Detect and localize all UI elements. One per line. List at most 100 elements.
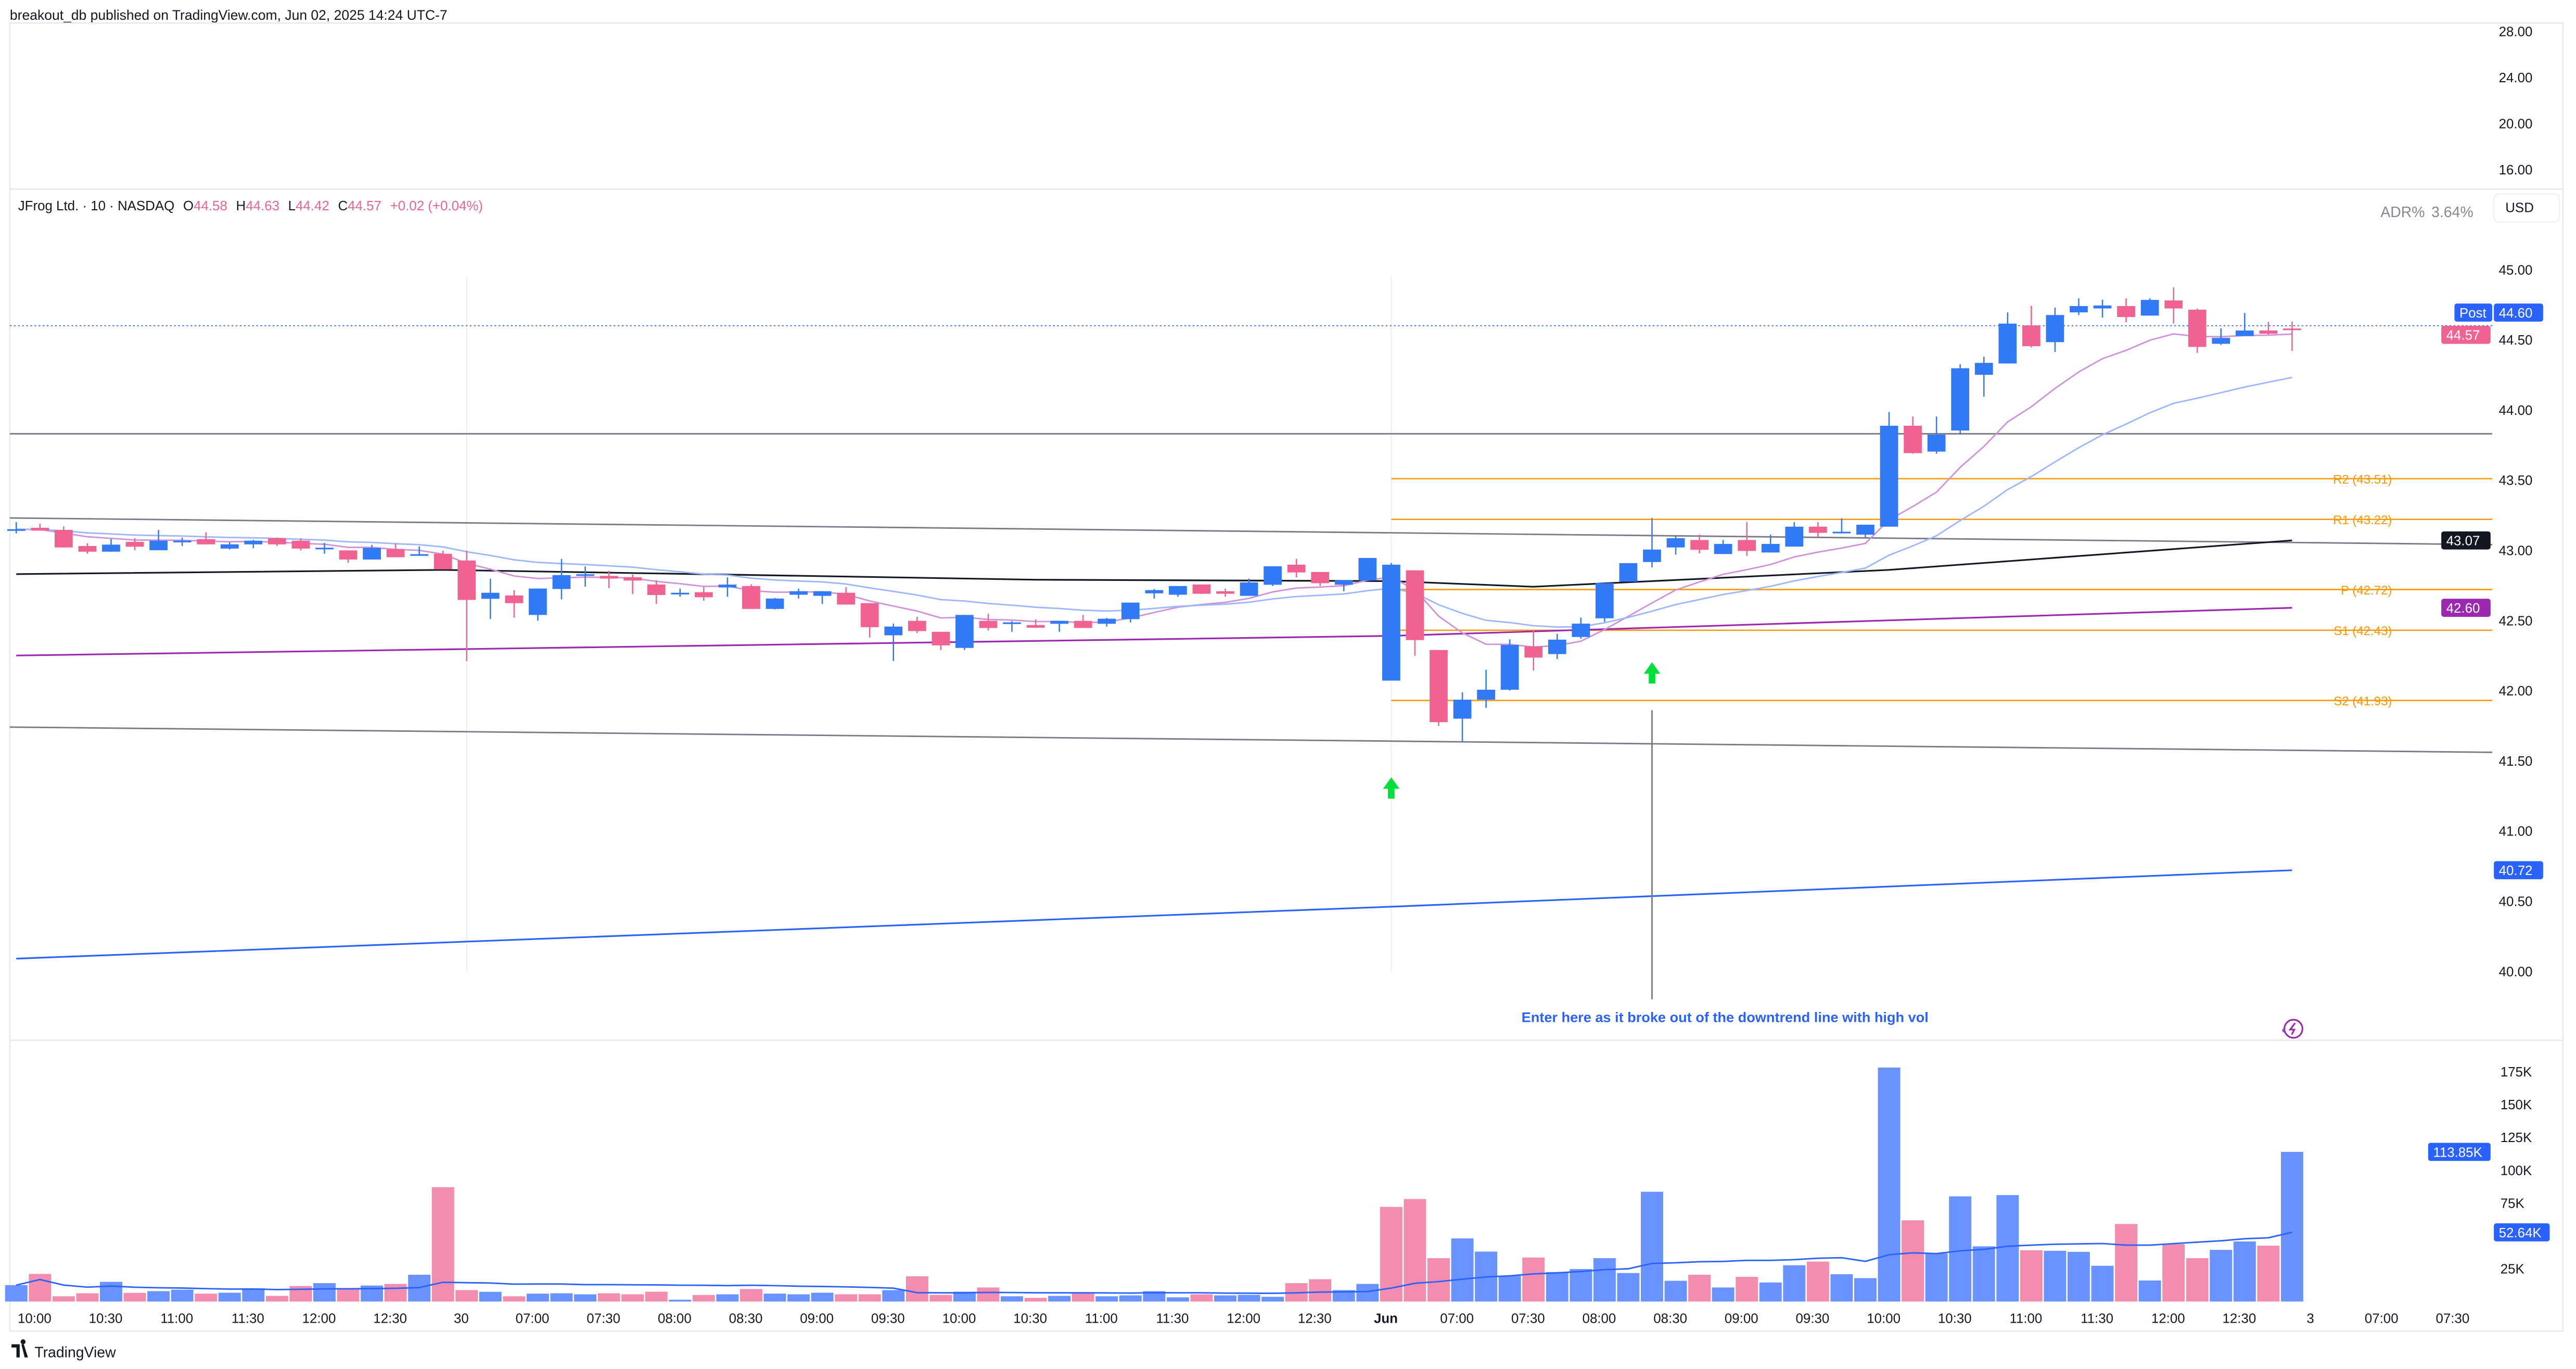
ma-price-blue: 40.72 [2494, 861, 2543, 880]
time-axis-label: 07:00 [2365, 1311, 2399, 1326]
candle [386, 543, 405, 557]
last-price: 44.57 [2441, 325, 2491, 344]
close-label: C [338, 199, 348, 213]
ohlc-legend[interactable]: JFrog Ltd. · 10 · NASDAQ O44.58 H44.63 L… [18, 199, 483, 213]
candle [31, 523, 49, 531]
volume-bar [835, 1294, 858, 1302]
candle-body [1192, 584, 1211, 594]
candle-body [860, 603, 879, 627]
candle-body [197, 539, 215, 544]
currency-label[interactable]: USD [2505, 200, 2534, 215]
currency-button-bg[interactable] [2493, 193, 2560, 223]
candle-body [979, 620, 998, 628]
candle-body [813, 591, 832, 596]
candle-body [766, 598, 784, 609]
volume-ma-line [16, 1231, 2292, 1294]
time-axis-label: 09:30 [1796, 1311, 1830, 1326]
candle [54, 526, 73, 548]
candle-body [505, 595, 524, 603]
post-price-text: 44.60 [2499, 306, 2533, 321]
candle-body [1572, 624, 1590, 637]
candle [2164, 287, 2183, 324]
ma-price-black: 43.07 [2441, 531, 2491, 550]
ema-line [16, 376, 2292, 628]
candle [623, 574, 642, 594]
candle-body [1477, 690, 1495, 700]
volume-bar [455, 1290, 478, 1302]
candle [789, 588, 808, 599]
ma-price-blue-text: 40.72 [2499, 864, 2533, 878]
time-axis-label: 07:30 [2436, 1311, 2470, 1326]
symbol-name[interactable]: JFrog Ltd. · 10 · NASDAQ [18, 199, 175, 213]
price-axis-tick: 43.00 [2499, 544, 2533, 559]
candle-body [220, 544, 239, 549]
candle [1927, 416, 1946, 454]
volume-bar [1641, 1191, 1663, 1302]
candle-body [837, 592, 856, 605]
candle-body [363, 548, 381, 560]
time-axis-label: 07:30 [586, 1311, 620, 1326]
volume-bar [289, 1286, 312, 1302]
candle-body [1264, 566, 1282, 585]
candle-body [339, 550, 358, 560]
change-value: +0.02 (+0.04%) [390, 199, 483, 213]
candle-body [2235, 330, 2254, 336]
volume-bar [1309, 1279, 1332, 1302]
time-axis-label: 12:30 [373, 1311, 407, 1326]
volume-bar [2044, 1250, 2067, 1302]
candle-body [433, 553, 452, 569]
currency-button[interactable]: USD [2493, 193, 2560, 223]
time-axis-label: 12:00 [302, 1311, 336, 1326]
candle-body [647, 584, 666, 595]
candle-body [529, 588, 547, 615]
time-axis-label: 10:00 [942, 1311, 976, 1326]
volume-bar [1688, 1274, 1711, 1302]
volume-bar [763, 1294, 786, 1302]
candle [2283, 321, 2301, 351]
candle [1832, 518, 1851, 534]
candle-body [102, 544, 120, 552]
candle [2235, 313, 2254, 336]
candle [718, 577, 737, 597]
candle-body [2188, 309, 2207, 347]
candle [1334, 580, 1353, 591]
candle-body [54, 529, 73, 548]
candle [1951, 364, 1970, 435]
candle-body [1169, 586, 1187, 595]
candle-body [173, 540, 192, 542]
candle-body [149, 540, 168, 551]
candle-body [600, 576, 618, 579]
tradingview-brand[interactable]: TradingView [34, 1345, 116, 1361]
post-label-bg [2454, 303, 2492, 322]
price-axis-tick: 44.50 [2499, 333, 2533, 348]
candle-body [742, 586, 760, 609]
lightning-icon[interactable] [2281, 1019, 2303, 1039]
volume-axis-tick: 150K [2501, 1098, 2532, 1112]
candle [955, 615, 974, 650]
annotation-text[interactable]: Enter here as it broke out of the downtr… [1522, 1009, 1929, 1025]
adr-value: 3.64% [2431, 204, 2473, 221]
time-axis-label: 10:30 [89, 1311, 123, 1326]
price-pane[interactable]: R2 (43.51) R1 (43.22) P (42.72) S1 (42.43) S… [7, 276, 2493, 999]
volume-bar [692, 1295, 715, 1302]
candle [647, 580, 666, 604]
time-axis-label: 11:30 [232, 1311, 264, 1326]
volume-pane[interactable] [5, 1067, 2303, 1302]
time-axis-label: 10:30 [1013, 1311, 1047, 1326]
tradingview-logo-icon [11, 1339, 28, 1358]
volume-bar [479, 1291, 502, 1302]
volume-axis-tick: 175K [2501, 1065, 2532, 1080]
candle-body [1666, 538, 1685, 548]
candle-body [1904, 425, 1922, 453]
volume-bar [171, 1289, 194, 1302]
volume-last-badge-bg [2428, 1143, 2491, 1161]
price-axis-tick: 44.00 [2499, 403, 2533, 418]
tradingview-logo[interactable]: TradingView [11, 1339, 116, 1361]
pivot-label: R1 (43.22) [2333, 513, 2392, 527]
candle [2259, 322, 2278, 335]
candle [884, 624, 903, 661]
time-axis-label: 10:00 [1867, 1311, 1901, 1326]
candle [125, 538, 144, 551]
